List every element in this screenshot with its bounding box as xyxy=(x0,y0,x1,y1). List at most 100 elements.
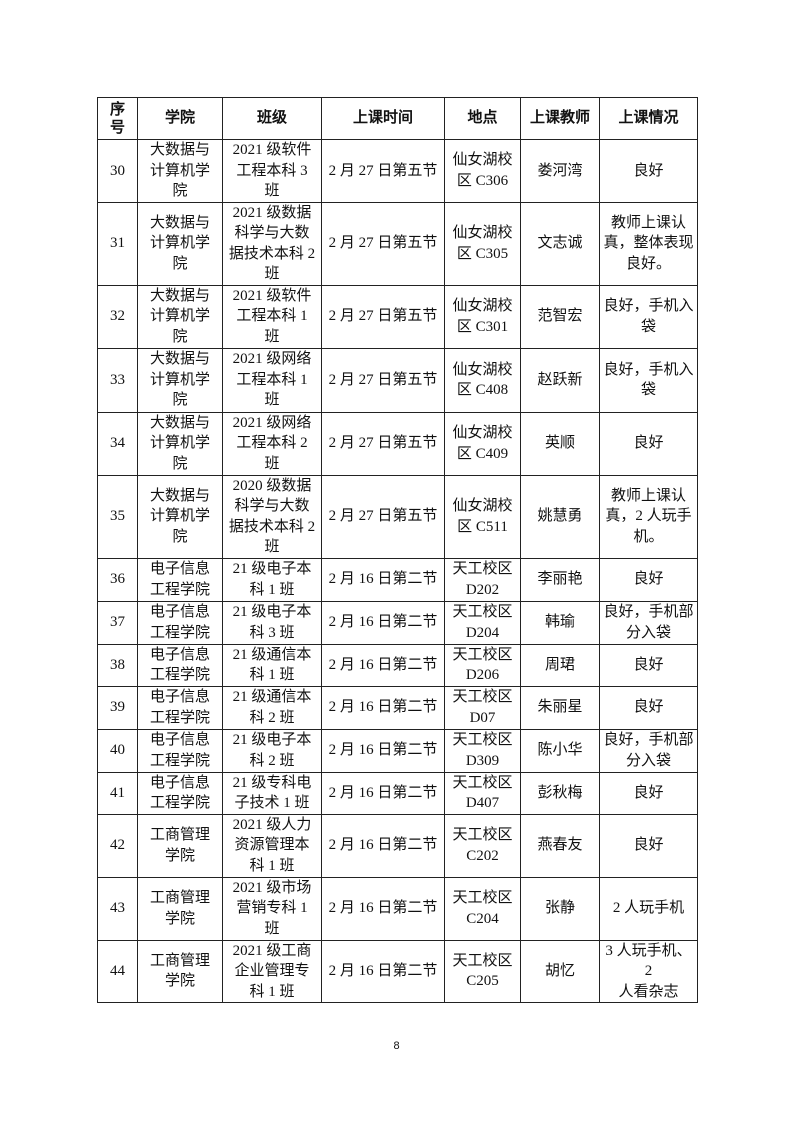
cell-index: 43 xyxy=(97,876,138,941)
cell-time: 2 月 27 日第五节 xyxy=(321,284,445,349)
cell-college: 大数据与 计算机学 院 xyxy=(137,474,223,559)
cell-college: 工商管理 学院 xyxy=(137,939,223,1003)
cell-location: 仙女湖校 区 C301 xyxy=(444,284,521,349)
cell-location: 天工校区 C205 xyxy=(444,939,521,1003)
cell-class: 21 级电子本 科 1 班 xyxy=(222,557,322,602)
cell-college: 电子信息 工程学院 xyxy=(137,600,223,645)
cell-status: 良好 xyxy=(599,139,698,203)
cell-teacher: 姚慧勇 xyxy=(520,474,600,559)
cell-time: 2 月 16 日第二节 xyxy=(321,600,445,645)
cell-status: 良好 xyxy=(599,411,698,476)
cell-class: 21 级电子本 科 3 班 xyxy=(222,600,322,645)
header-college: 学院 xyxy=(137,97,223,140)
cell-class: 2021 级软件 工程本科 3 班 xyxy=(222,139,322,203)
cell-location: 天工校区 D206 xyxy=(444,643,521,687)
cell-time: 2 月 16 日第二节 xyxy=(321,643,445,687)
cell-teacher: 李丽艳 xyxy=(520,557,600,602)
cell-teacher: 周珺 xyxy=(520,643,600,687)
cell-teacher: 文志诚 xyxy=(520,201,600,286)
cell-class: 2021 级网络 工程本科 1 班 xyxy=(222,347,322,413)
cell-time: 2 月 27 日第五节 xyxy=(321,474,445,559)
cell-class: 2021 级软件 工程本科 1 班 xyxy=(222,284,322,349)
cell-index: 35 xyxy=(97,474,138,559)
cell-college: 大数据与 计算机学 院 xyxy=(137,411,223,476)
cell-status: 良好，手机部 分入袋 xyxy=(599,600,698,645)
table-header-row: 序 号 学院 班级 上课时间 地点 上课教师 上课情况 xyxy=(97,97,698,140)
cell-teacher: 胡忆 xyxy=(520,939,600,1003)
cell-teacher: 娄河湾 xyxy=(520,139,600,203)
cell-location: 仙女湖校 区 C511 xyxy=(444,474,521,559)
cell-class: 2021 级数据 科学与大数 据技术本科 2 班 xyxy=(222,201,322,286)
cell-college: 工商管理 学院 xyxy=(137,876,223,941)
cell-location: 天工校区 C204 xyxy=(444,876,521,941)
class-inspection-table: 序 号 学院 班级 上课时间 地点 上课教师 上课情况 30 大数据与 计算机学 … xyxy=(97,97,698,1003)
cell-teacher: 范智宏 xyxy=(520,284,600,349)
cell-time: 2 月 16 日第二节 xyxy=(321,939,445,1003)
cell-location: 仙女湖校 区 C306 xyxy=(444,139,521,203)
cell-index: 41 xyxy=(97,771,138,815)
cell-index: 44 xyxy=(97,939,138,1003)
header-time: 上课时间 xyxy=(321,97,445,140)
cell-index: 39 xyxy=(97,685,138,730)
cell-location: 仙女湖校 区 C305 xyxy=(444,201,521,286)
cell-location: 天工校区 D202 xyxy=(444,557,521,602)
cell-college: 电子信息 工程学院 xyxy=(137,771,223,815)
page-number: 8 xyxy=(393,1040,400,1052)
cell-status: 良好 xyxy=(599,643,698,687)
cell-time: 2 月 16 日第二节 xyxy=(321,557,445,602)
cell-teacher: 韩瑜 xyxy=(520,600,600,645)
cell-time: 2 月 27 日第五节 xyxy=(321,347,445,413)
cell-location: 仙女湖校 区 C408 xyxy=(444,347,521,413)
cell-teacher: 赵跃新 xyxy=(520,347,600,413)
cell-time: 2 月 27 日第五节 xyxy=(321,411,445,476)
cell-status: 教师上课认 真，整体表现 良好。 xyxy=(599,201,698,286)
cell-time: 2 月 27 日第五节 xyxy=(321,139,445,203)
cell-location: 天工校区 D407 xyxy=(444,771,521,815)
cell-status: 良好 xyxy=(599,685,698,730)
cell-location: 天工校区 D204 xyxy=(444,600,521,645)
cell-index: 30 xyxy=(97,139,138,203)
header-location: 地点 xyxy=(444,97,521,140)
cell-college: 电子信息 工程学院 xyxy=(137,685,223,730)
cell-time: 2 月 16 日第二节 xyxy=(321,771,445,815)
cell-status: 良好 xyxy=(599,557,698,602)
header-class: 班级 xyxy=(222,97,322,140)
cell-index: 31 xyxy=(97,201,138,286)
cell-time: 2 月 16 日第二节 xyxy=(321,685,445,730)
cell-class: 2021 级市场 营销专科 1 班 xyxy=(222,876,322,941)
cell-location: 天工校区 D309 xyxy=(444,728,521,773)
cell-location: 仙女湖校 区 C409 xyxy=(444,411,521,476)
cell-college: 大数据与 计算机学 院 xyxy=(137,347,223,413)
cell-college: 大数据与 计算机学 院 xyxy=(137,139,223,203)
cell-index: 42 xyxy=(97,813,138,878)
cell-location: 天工校区 D07 xyxy=(444,685,521,730)
cell-time: 2 月 16 日第二节 xyxy=(321,813,445,878)
cell-status: 3 人玩手机、2 人看杂志 xyxy=(599,939,698,1003)
cell-time: 2 月 27 日第五节 xyxy=(321,201,445,286)
header-index: 序 号 xyxy=(97,97,138,140)
cell-index: 32 xyxy=(97,284,138,349)
cell-status: 良好 xyxy=(599,813,698,878)
cell-index: 36 xyxy=(97,557,138,602)
cell-teacher: 张静 xyxy=(520,876,600,941)
cell-status: 教师上课认 真，2 人玩手 机。 xyxy=(599,474,698,559)
cell-teacher: 朱丽星 xyxy=(520,685,600,730)
cell-college: 大数据与 计算机学 院 xyxy=(137,201,223,286)
cell-class: 21 级电子本 科 2 班 xyxy=(222,728,322,773)
cell-teacher: 英顺 xyxy=(520,411,600,476)
cell-time: 2 月 16 日第二节 xyxy=(321,876,445,941)
cell-index: 37 xyxy=(97,600,138,645)
cell-class: 2021 级工商 企业管理专 科 1 班 xyxy=(222,939,322,1003)
cell-teacher: 陈小华 xyxy=(520,728,600,773)
